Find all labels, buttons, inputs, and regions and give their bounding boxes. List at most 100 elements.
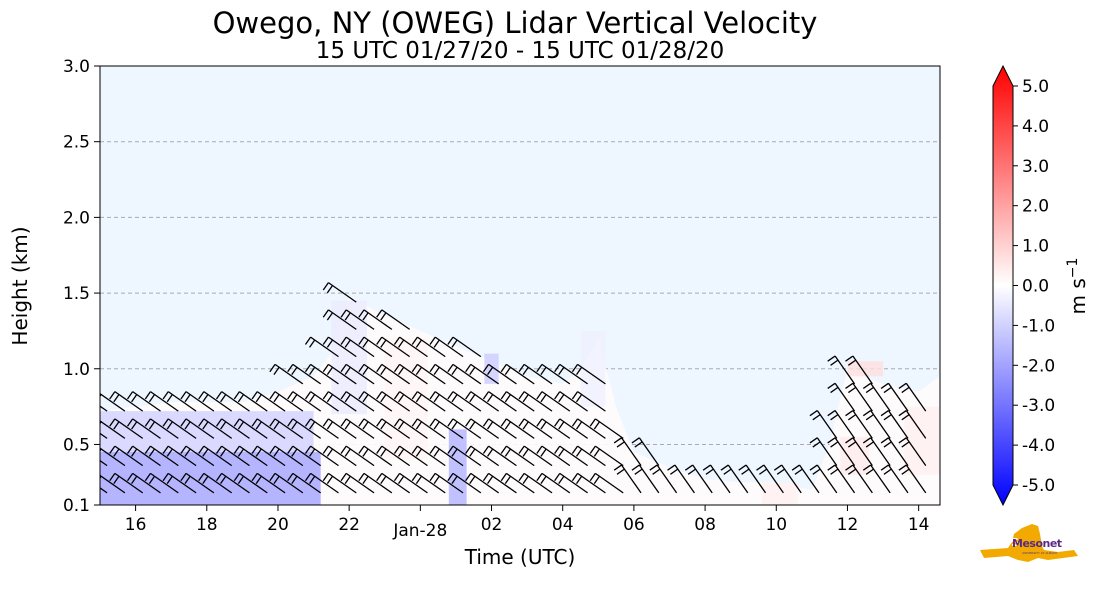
chart-title: Owego, NY (OWEG) Lidar Vertical Velocity xyxy=(213,6,818,40)
wind-barb-flag xyxy=(92,392,97,399)
wind-barb-flag xyxy=(540,394,547,403)
wind-barb-flag xyxy=(415,448,423,457)
wind-barb-flag xyxy=(865,386,874,394)
wind-barb xyxy=(506,445,535,467)
wind-barb-flag xyxy=(880,464,889,471)
velocity-patch xyxy=(100,411,314,453)
x-tick-label: 16 xyxy=(125,515,147,535)
wind-barb-flag xyxy=(522,421,529,430)
wind-barb-flag xyxy=(486,448,494,457)
wind-barb-flag xyxy=(309,339,316,348)
wind-barb xyxy=(363,336,393,358)
wind-barb-flag xyxy=(322,418,329,427)
wind-barb xyxy=(488,445,517,467)
wind-barb xyxy=(185,472,215,494)
wind-barb-flag xyxy=(287,391,294,400)
wind-barb xyxy=(256,418,286,439)
wind-barb-flag xyxy=(362,475,369,485)
wind-barb xyxy=(763,464,784,494)
wind-barb xyxy=(167,445,197,467)
wind-barb-flag xyxy=(830,359,839,366)
wind-barb-flag xyxy=(901,386,910,394)
wind-barb-flag xyxy=(126,473,134,482)
wind-barb xyxy=(870,464,891,494)
wind-barb xyxy=(185,418,215,439)
wind-barb xyxy=(559,363,588,385)
wind-barb-flag xyxy=(237,448,245,457)
wind-barb-flag xyxy=(486,475,494,485)
logo-nys-text: NYS xyxy=(994,536,1020,549)
wind-barb xyxy=(399,472,428,494)
wind-barb xyxy=(541,445,571,467)
wind-barb xyxy=(132,445,161,467)
wind-barb-flag xyxy=(901,414,910,421)
wind-barb-flag xyxy=(215,418,223,427)
wind-barb-flag xyxy=(109,473,116,482)
wind-barb-flag xyxy=(322,391,329,400)
wind-barb-flag xyxy=(522,475,529,485)
wind-barb-flag xyxy=(92,419,97,426)
wind-barb-flag xyxy=(554,473,561,482)
wind-barb xyxy=(674,464,695,494)
wind-barb-flag xyxy=(144,418,151,427)
wind-barb-flag xyxy=(144,445,151,454)
wind-barb-flag xyxy=(291,448,298,457)
wind-barb xyxy=(523,445,553,467)
wind-barb-flag xyxy=(393,336,401,345)
wind-barb xyxy=(523,472,553,494)
wind-barb xyxy=(834,355,856,385)
wind-barb xyxy=(256,472,286,494)
wind-barb-flag xyxy=(398,421,405,430)
wind-barb-flag xyxy=(589,473,596,482)
wind-barb-flag xyxy=(571,391,579,400)
wind-barb-flag xyxy=(558,475,565,485)
wind-barb-flag xyxy=(773,464,783,471)
wind-barb xyxy=(887,382,909,412)
wind-barb-flag xyxy=(273,394,280,403)
wind-barb xyxy=(399,363,428,385)
wind-barb-flag xyxy=(631,437,640,444)
wind-barb xyxy=(541,418,571,439)
wind-barb-flag xyxy=(309,475,316,485)
wind-barb-flag xyxy=(393,418,401,427)
wind-barb xyxy=(292,363,322,385)
wind-barb xyxy=(328,418,357,439)
wind-barb-flag xyxy=(415,475,423,485)
colorbar-tick-label: -1.0 xyxy=(1022,316,1055,336)
wind-barb-flag xyxy=(358,473,365,482)
wind-barb-flag xyxy=(558,394,565,403)
wind-barb xyxy=(310,418,339,439)
wind-barb-flag xyxy=(309,421,316,430)
wind-barb-flag xyxy=(162,418,169,427)
wind-barb xyxy=(328,472,357,494)
wind-barb-flag xyxy=(571,364,579,373)
x-tick-label: 22 xyxy=(338,515,360,535)
wind-barb-flag xyxy=(376,336,383,345)
wind-barb xyxy=(345,445,375,467)
wind-barb xyxy=(452,445,482,467)
wind-barb xyxy=(417,363,446,385)
wind-barb-flag xyxy=(131,421,138,430)
wind-barb-flag xyxy=(358,445,365,454)
wind-barb-flag xyxy=(358,309,365,318)
wind-barb-flag xyxy=(652,468,661,475)
wind-barb xyxy=(167,472,197,494)
wind-barb-flag xyxy=(393,364,401,373)
wind-barb-flag xyxy=(469,475,476,485)
wind-barb-flag xyxy=(433,394,440,403)
wind-barb-flag xyxy=(304,445,312,454)
wind-barb xyxy=(292,418,322,439)
wind-barb-flag xyxy=(465,418,472,427)
wind-barb-flag xyxy=(237,394,245,403)
wind-barb xyxy=(470,418,500,439)
wind-barb-flag xyxy=(393,391,401,400)
wind-barb xyxy=(417,445,446,467)
wind-barb xyxy=(328,336,357,358)
wind-barb-flag xyxy=(687,468,696,475)
wind-barb-flag xyxy=(126,418,134,427)
wind-barb-flag xyxy=(469,448,476,457)
wind-barb-flag xyxy=(326,475,334,485)
wind-barb-flag xyxy=(469,394,476,403)
wind-barb-flag xyxy=(447,418,454,427)
wind-barb-flag xyxy=(433,448,440,457)
